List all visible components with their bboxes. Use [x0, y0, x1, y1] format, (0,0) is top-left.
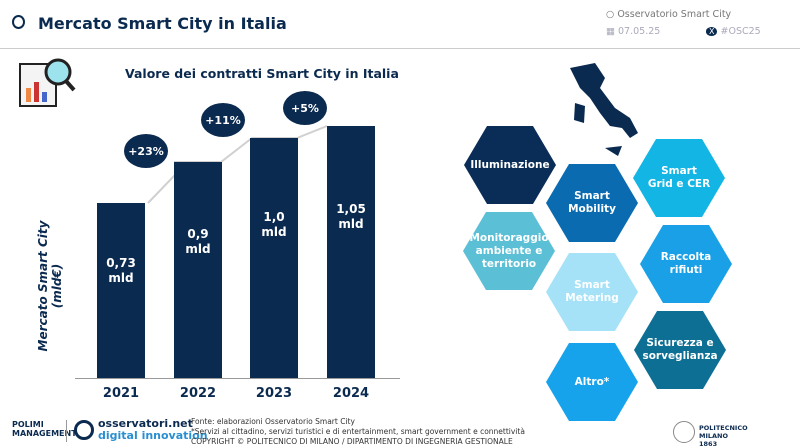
hex-label: Illuminazione	[470, 158, 550, 171]
observatory-label: ○ Osservatorio Smart City	[606, 9, 732, 20]
x-tick-label: 2022	[179, 386, 217, 401]
hex-altro: Altro*	[546, 343, 638, 421]
hex-label: Monitoraggio ambiente e territorio	[469, 231, 549, 270]
observatory-name: Osservatorio Smart City	[617, 9, 732, 20]
growth-bubble: +5%	[283, 91, 327, 125]
hex-label: Raccolta rifiuti	[660, 251, 712, 276]
politecnico-logo: POLITECNICO MILANO 1863	[699, 424, 748, 448]
hex-illuminazione: Illuminazione	[464, 126, 556, 204]
bar-2024	[327, 126, 375, 378]
header-divider	[0, 48, 800, 49]
hex-label: Smart Grid e CER	[647, 165, 711, 190]
italy-map	[560, 58, 650, 168]
hashtag-label: X #OSC25	[706, 26, 761, 37]
hex-sicurezza: Sicurezza e sorveglianza	[634, 311, 726, 389]
hex-label: Smart Mobility	[568, 190, 616, 215]
bar-2023	[250, 138, 298, 378]
hashtag: #OSC25	[720, 26, 761, 37]
logo-text: osservatori.net	[98, 417, 193, 430]
bar-value-label: 0,73 mld	[106, 255, 136, 285]
x-tick-label: 2021	[102, 386, 140, 401]
analytics-icon	[18, 56, 76, 108]
growth-bubble: +23%	[124, 134, 168, 168]
x-tick-label: 2024	[332, 386, 370, 401]
copyright: COPYRIGHT © POLITECNICO DI MILANO / DIPA…	[191, 437, 513, 446]
hex-label: Altro*	[574, 375, 610, 388]
hex-label: Smart Metering	[565, 279, 619, 304]
footnote: *Servizi al cittadino, servizi turistici…	[191, 427, 525, 436]
hex-smart-mobility: Smart Mobility	[546, 164, 638, 242]
chart-title: Valore dei contratti Smart City in Itali…	[125, 66, 399, 81]
bar-value-label: 0,9 mld	[185, 226, 211, 256]
x-tick-label: 2023	[255, 386, 293, 401]
osservatori-logo-icon	[74, 420, 94, 440]
osservatori-logo: osservatori.net digital innovation	[98, 418, 208, 442]
page-title: Mercato Smart City in Italia	[38, 14, 287, 33]
footer-divider	[66, 420, 67, 442]
polimi-logo: POLIMI MANAGEMENT	[12, 420, 77, 438]
bar-2022	[174, 162, 222, 378]
hex-monitoraggio: Monitoraggio ambiente e territorio	[463, 212, 555, 290]
growth-bubble: +11%	[201, 103, 245, 137]
hex-raccolta-rifiuti: Raccolta rifiuti	[640, 225, 732, 303]
hex-smart-metering: Smart Metering	[546, 253, 638, 331]
bar-value-label: 1,0 mld	[261, 210, 287, 239]
footer-notes: Fonte: elaborazioni Osservatorio Smart C…	[191, 417, 525, 447]
politecnico-seal	[673, 421, 695, 443]
source-note: Fonte: elaborazioni Osservatorio Smart C…	[191, 417, 355, 426]
x-axis	[75, 378, 400, 379]
date-label: ▦ 07.05.25	[606, 26, 661, 37]
bar-value-label: 1,05 mld	[336, 201, 366, 231]
hex-label: Sicurezza e sorveglianza	[642, 337, 718, 362]
date: 07.05.25	[618, 26, 661, 37]
x-icon: X	[706, 27, 718, 36]
bar-2021	[97, 203, 145, 378]
logo-subtext: digital innovation	[98, 429, 208, 442]
magnifier-icon	[12, 15, 25, 29]
